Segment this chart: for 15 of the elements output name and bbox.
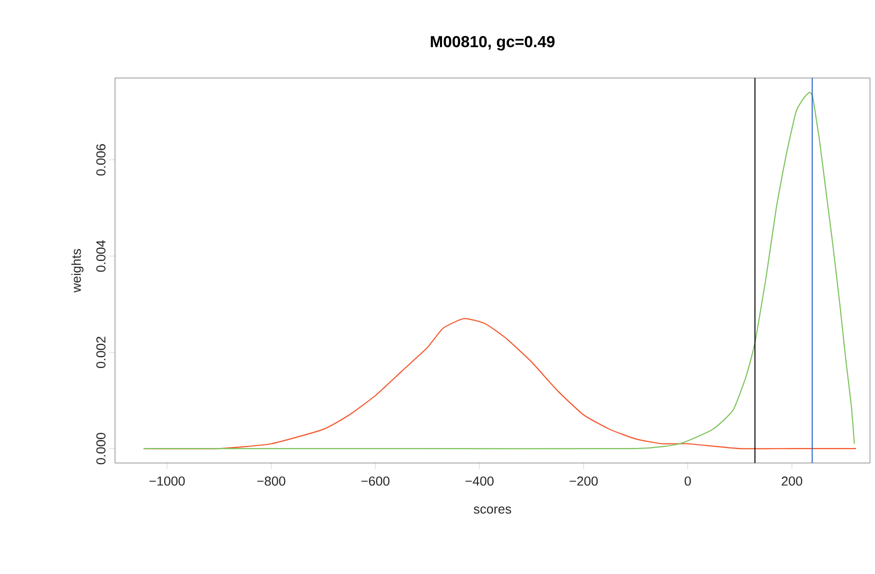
x-tick-label: −800 <box>257 476 286 486</box>
y-tick-label: 0.004 <box>96 240 106 272</box>
x-tick-label: −200 <box>570 476 598 486</box>
x-axis-title: scores <box>474 506 512 514</box>
x-tick-label: 200 <box>782 476 802 486</box>
y-tick-label: 0.000 <box>96 432 106 464</box>
x-tick-label: 0 <box>684 476 691 486</box>
line-series <box>143 92 855 450</box>
x-tick-label: −600 <box>361 476 390 486</box>
y-axis-title: weights <box>71 249 84 292</box>
y-tick-label: 0.002 <box>96 336 106 368</box>
x-tick-label: −1000 <box>150 476 185 486</box>
y-tick-label: 0.006 <box>96 144 106 176</box>
chart-title: M00810, gc=0.49 <box>430 36 555 50</box>
x-tick-label: −400 <box>466 476 494 486</box>
